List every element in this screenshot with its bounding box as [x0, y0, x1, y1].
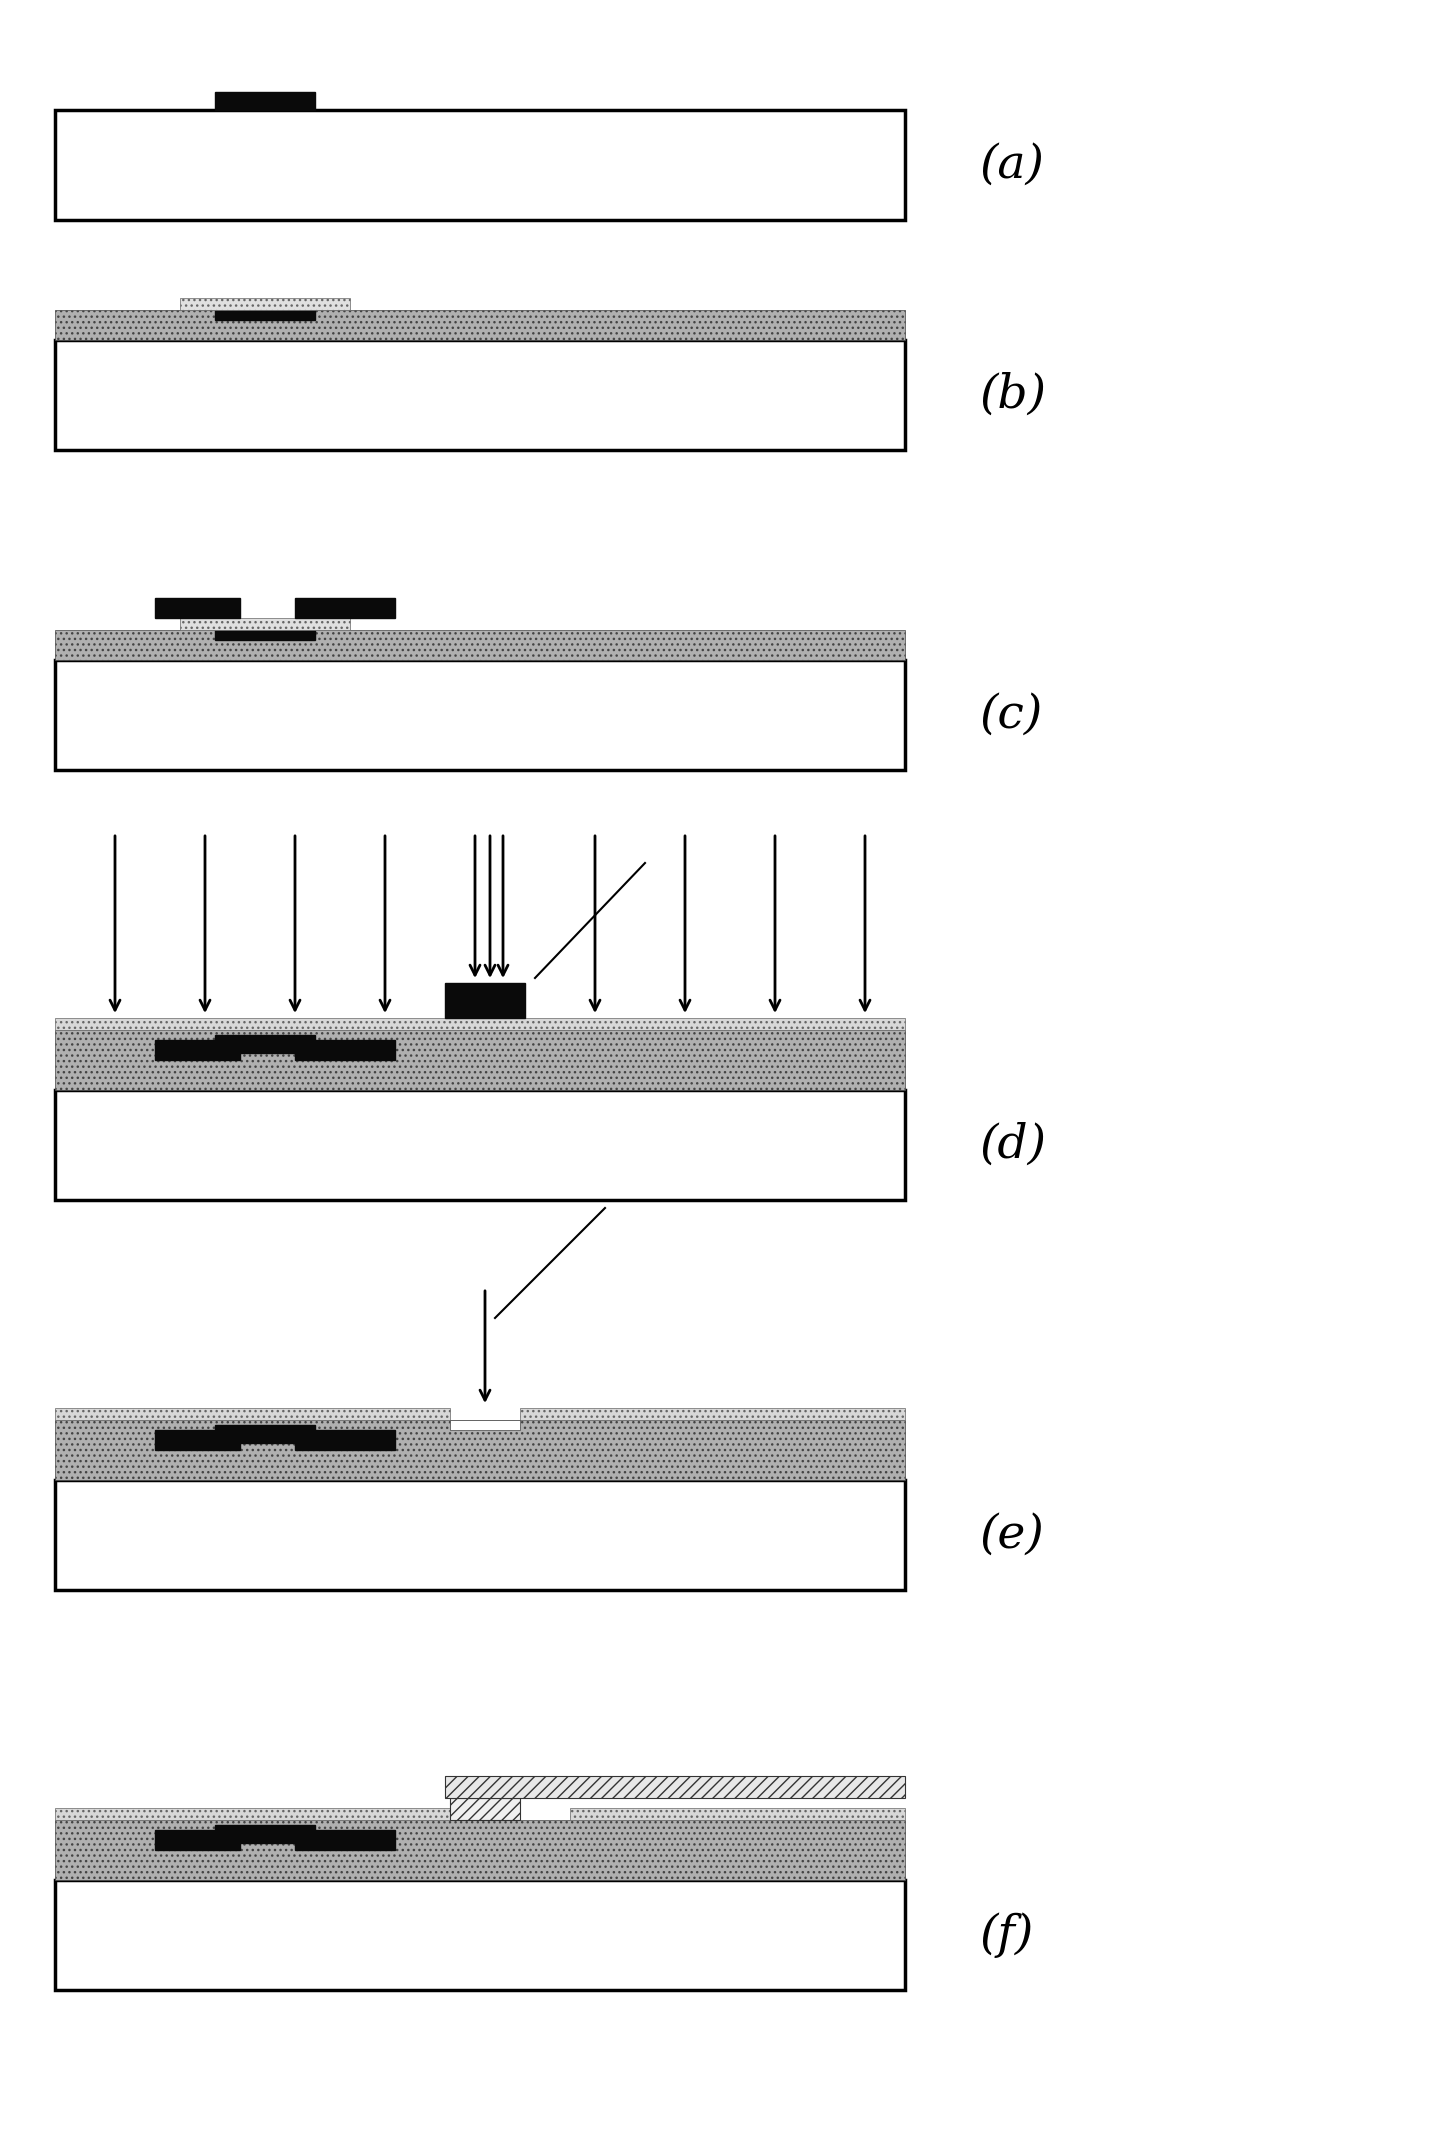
Bar: [55, 310, 905, 340]
Bar: [215, 1825, 315, 1843]
Bar: [215, 302, 315, 319]
Text: (e): (e): [980, 1513, 1045, 1558]
Bar: [295, 1830, 395, 1849]
Bar: [295, 1431, 395, 1450]
Bar: [55, 659, 905, 769]
Bar: [55, 1480, 905, 1590]
Bar: [295, 597, 395, 618]
Bar: [450, 1420, 521, 1431]
Bar: [155, 597, 240, 618]
Bar: [55, 1090, 905, 1200]
Bar: [155, 1830, 240, 1849]
Bar: [55, 340, 905, 450]
Bar: [445, 983, 525, 1017]
Bar: [445, 1776, 905, 1797]
Text: (f): (f): [980, 1911, 1034, 1957]
Bar: [215, 93, 315, 110]
Bar: [179, 297, 350, 310]
Bar: [155, 1041, 240, 1060]
Bar: [55, 629, 905, 659]
Bar: [55, 1879, 905, 1989]
Bar: [521, 1407, 905, 1420]
Bar: [450, 1797, 521, 1821]
Bar: [215, 623, 315, 640]
Bar: [55, 110, 905, 220]
Bar: [155, 1431, 240, 1450]
Bar: [55, 1017, 905, 1030]
Text: (a): (a): [980, 142, 1045, 187]
Bar: [55, 1030, 905, 1090]
Bar: [55, 1808, 450, 1821]
Bar: [55, 1821, 905, 1879]
Bar: [215, 1034, 315, 1054]
Bar: [179, 618, 350, 629]
Bar: [55, 1407, 450, 1420]
Text: (d): (d): [980, 1123, 1047, 1168]
Bar: [570, 1808, 905, 1821]
Text: (c): (c): [980, 692, 1043, 737]
Bar: [55, 1420, 905, 1480]
Bar: [295, 1041, 395, 1060]
Text: (b): (b): [980, 373, 1047, 418]
Bar: [215, 1424, 315, 1444]
